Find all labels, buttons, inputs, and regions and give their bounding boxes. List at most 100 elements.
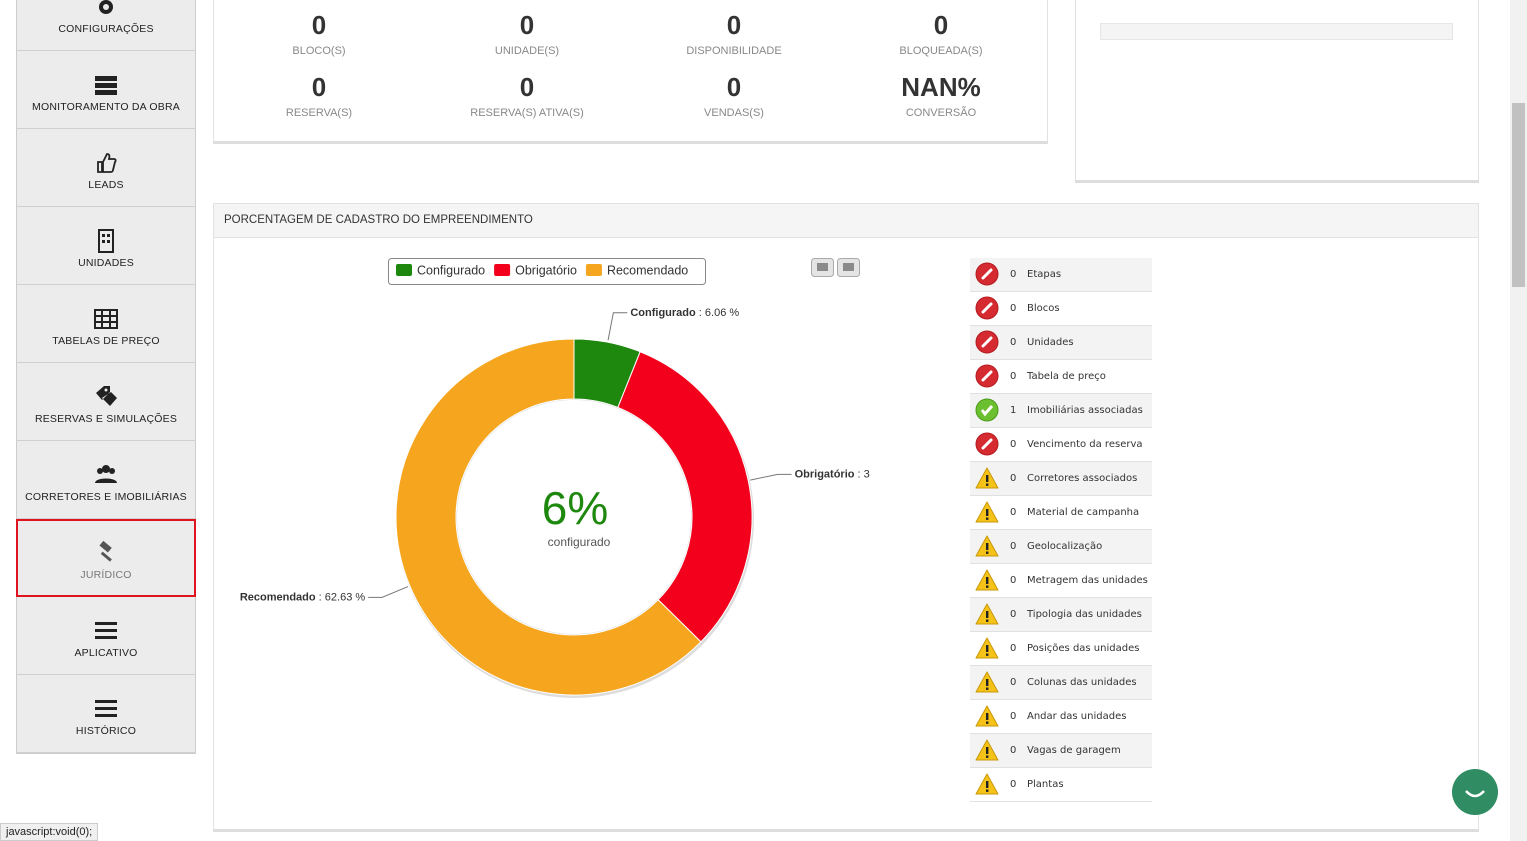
status-icon xyxy=(975,432,999,456)
checklist-row: 0 Plantas xyxy=(970,768,1152,802)
checklist-label: Tipologia das unidades xyxy=(1027,609,1142,620)
checklist-label: Colunas das unidades xyxy=(1027,677,1137,688)
checklist-row: 0 Colunas das unidades xyxy=(970,666,1152,700)
stat-label: CONVERSÃO xyxy=(905,107,977,119)
checklist-row: 0 Geolocalização xyxy=(970,530,1152,564)
stat-label: DISPONIBILIDADE xyxy=(686,45,782,57)
sidebar-label: TABELAS DE PREÇO xyxy=(52,335,160,347)
panel-title: PORCENTAGEM DE CADASTRO DO EMPREENDIMENT… xyxy=(224,214,533,226)
sidebar-icon xyxy=(99,0,113,14)
checklist-label: Posições das unidades xyxy=(1027,643,1140,654)
checklist-label: Andar das unidades xyxy=(1027,711,1127,722)
sidebar-item[interactable]: TABELAS DE PREÇO xyxy=(16,285,196,363)
checklist-count: 0 xyxy=(1010,779,1017,790)
export-glyph xyxy=(843,263,854,271)
checklist-count: 0 xyxy=(1010,745,1017,756)
status-icon xyxy=(975,773,999,795)
sidebar-item[interactable]: CONFIGURAÇÕES xyxy=(16,0,196,51)
connector xyxy=(368,586,409,598)
sidebar-item[interactable]: HISTÓRICO xyxy=(16,675,196,753)
status-icon xyxy=(975,671,999,693)
slice-name: Configurado xyxy=(630,307,696,319)
status-icon xyxy=(975,603,999,625)
checklist-label: Metragem das unidades xyxy=(1027,575,1148,586)
sidebar-label: CONFIGURAÇÕES xyxy=(58,23,154,35)
sidebar-icon xyxy=(96,386,117,406)
sidebar-item[interactable]: UNIDADES xyxy=(16,207,196,285)
status-icon xyxy=(975,705,999,727)
slice-name: Obrigatório xyxy=(795,468,855,480)
sidebar-label: JURÍDICO xyxy=(80,569,132,581)
checklist-count: 0 xyxy=(1010,439,1017,450)
checklist-row: 0 Posições das unidades xyxy=(970,632,1152,666)
legend-label: Obrigatório xyxy=(515,263,577,277)
checklist-row: 0 Vagas de garagem xyxy=(970,734,1152,768)
slice-sep: : xyxy=(316,591,325,603)
checklist-label: Blocos xyxy=(1027,303,1060,314)
status-icon xyxy=(975,535,999,557)
checklist-label: Vagas de garagem xyxy=(1027,745,1121,756)
export-glyph xyxy=(817,263,828,271)
stat-label: BLOCO(S) xyxy=(292,45,346,57)
sidebar-icon xyxy=(95,700,117,717)
panel-header: PORCENTAGEM DE CADASTRO DO EMPREENDIMENT… xyxy=(214,204,1478,238)
sidebar-label: HISTÓRICO xyxy=(75,725,137,737)
sidebar-item[interactable]: CORRETORES E IMOBILIÁRIAS xyxy=(16,441,196,519)
sidebar-label: APLICATIVO xyxy=(74,647,138,659)
checklist-count: 0 xyxy=(1010,541,1017,552)
status-icon xyxy=(975,501,999,523)
checklist-count: 1 xyxy=(1010,405,1017,416)
status-icon xyxy=(975,296,999,320)
sidebar-item[interactable]: RESERVAS E SIMULAÇÕES xyxy=(16,363,196,441)
stat-value: 0 xyxy=(519,10,535,40)
checklist-label: Plantas xyxy=(1027,779,1064,790)
stat-label: VENDAS(S) xyxy=(704,107,764,119)
checklist-count: 0 xyxy=(1010,677,1017,688)
checklist-row: 0 Vencimento da reserva xyxy=(970,428,1152,462)
sidebar-icon xyxy=(99,541,112,562)
legend-swatch xyxy=(396,264,412,276)
donut-hole xyxy=(457,400,691,634)
legend-swatch xyxy=(585,264,602,276)
sidebar-icon xyxy=(95,76,117,95)
chat-button[interactable] xyxy=(1452,769,1498,815)
stat-label: UNIDADE(S) xyxy=(494,45,560,57)
checklist-row: 0 Etapas xyxy=(970,258,1152,292)
checklist-label: Vencimento da reserva xyxy=(1027,439,1143,450)
stat-value: 0 xyxy=(933,10,949,40)
checklist-count: 0 xyxy=(1010,371,1017,382)
donut-slice xyxy=(395,338,702,696)
status-icon xyxy=(975,364,999,388)
status-icon xyxy=(975,398,999,422)
slice-name: Recomendado xyxy=(240,591,316,603)
sidebar-icon xyxy=(94,309,118,329)
input[interactable] xyxy=(1100,23,1453,40)
checklist-row: 0 Tipologia das unidades xyxy=(970,598,1152,632)
stat-label: RESERVA(S) ATIVA(S) xyxy=(470,107,584,119)
checklist-row: 0 Blocos xyxy=(970,292,1152,326)
checklist-count: 0 xyxy=(1010,337,1017,348)
sidebar-icon xyxy=(98,229,114,253)
sidebar-item[interactable]: MONITORAMENTO DA OBRA xyxy=(16,51,196,129)
scroll-thumb[interactable] xyxy=(1512,103,1525,287)
checklist-row: 0 Material de campanha xyxy=(970,496,1152,530)
status-icon xyxy=(975,330,999,354)
sidebar-label: CORRETORES E IMOBILIÁRIAS xyxy=(25,491,187,503)
sidebar-item[interactable]: APLICATIVO xyxy=(16,597,196,675)
checklist-row: 0 Unidades xyxy=(970,326,1152,360)
sidebar-item[interactable]: LEADS xyxy=(16,129,196,207)
checklist-count: 0 xyxy=(1010,269,1017,280)
sidebar-icon xyxy=(97,153,117,173)
sidebar-item[interactable]: JURÍDICO xyxy=(16,519,196,597)
checklist-row: 0 Andar das unidades xyxy=(970,700,1152,734)
checklist-count: 0 xyxy=(1010,473,1017,484)
status-icon xyxy=(975,739,999,761)
status-icon xyxy=(975,569,999,591)
sidebar-icon xyxy=(95,622,117,639)
slice-label: Configurado : 6.06 % xyxy=(630,307,739,319)
legend-swatch xyxy=(494,264,511,276)
scrollbar[interactable] xyxy=(1510,0,1527,841)
slice-sep: : xyxy=(854,468,863,480)
